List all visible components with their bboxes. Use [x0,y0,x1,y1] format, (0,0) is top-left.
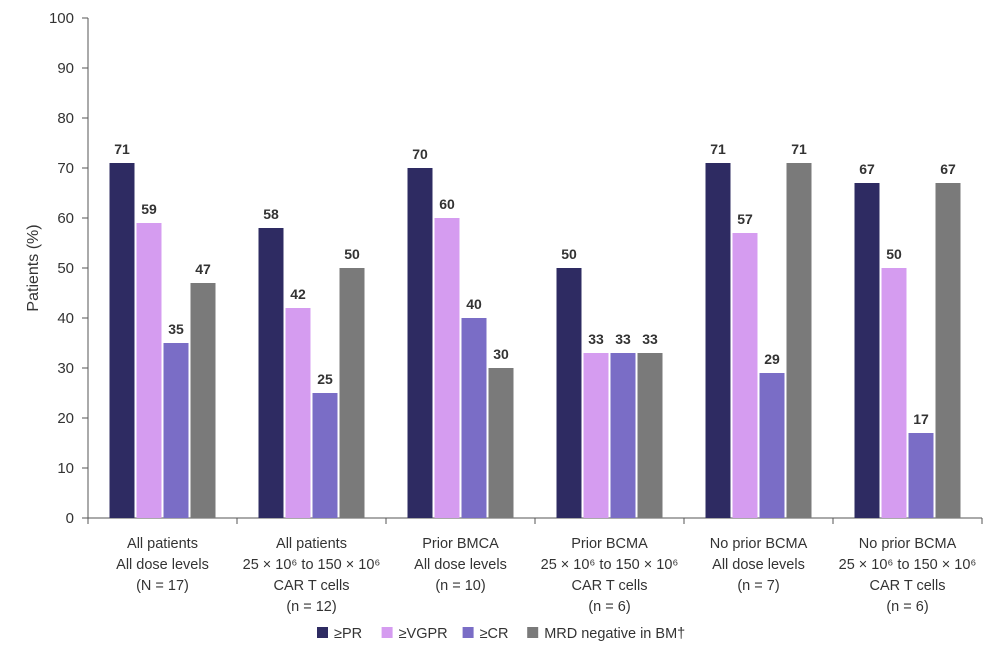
data-label: 33 [615,331,631,347]
x-category-label: All patients 25 × 10⁶ to 150 × 10⁶ CAR T c… [243,536,381,615]
data-label: 70 [412,146,428,162]
x-category-label: No prior BCMA 25 × 10⁶ to 150 × 10⁶ CAR T … [839,536,977,615]
y-tick-label: 100 [49,10,74,27]
y-axis-title: Patients (%) [25,224,42,311]
data-label: 57 [737,211,753,227]
y-tick-label: 20 [57,410,74,427]
data-label: 47 [195,261,211,277]
legend-label: MRD negative in BM† [544,626,685,642]
category-labels: All patients All dose levels (N = 17) All p… [116,536,976,615]
data-label: 67 [940,161,956,177]
bar [705,163,731,518]
legend: ≥PR ≥VGPR ≥CR MRD negative in BM† [317,626,685,642]
data-label: 35 [168,321,184,337]
data-label: 59 [141,201,157,217]
data-label: 58 [263,206,279,222]
data-label: 42 [290,286,306,302]
y-tick-label: 30 [57,360,74,377]
bars [109,163,961,518]
bar [285,308,311,518]
bar [136,223,162,518]
data-label: 30 [493,346,509,362]
y-tick-label: 60 [57,210,74,227]
bar [759,373,785,518]
data-label: 67 [859,161,875,177]
bar [461,318,487,518]
y-tick-label: 80 [57,110,74,127]
axes: 0 10 20 30 40 50 60 70 80 90 100 Patients (%) [25,10,983,527]
bar [488,368,514,518]
data-label: 50 [886,246,902,262]
data-label: 33 [588,331,604,347]
data-label: 50 [561,246,577,262]
bar [908,433,934,518]
bar [637,353,663,518]
y-tick-label: 70 [57,160,74,177]
y-tick-label: 40 [57,310,74,327]
bar [935,183,961,518]
data-labels: 71 59 35 47 58 42 25 50 70 60 40 30 50 33 33 33 71 57 29 71… [114,141,956,427]
bar [786,163,812,518]
data-label: 71 [710,141,726,157]
bar [881,268,907,518]
data-label: 40 [466,296,482,312]
bar [312,393,338,518]
bar [407,168,433,518]
bar [258,228,284,518]
legend-label: ≥VGPR [399,626,448,642]
data-label: 50 [344,246,360,262]
bar [434,218,460,518]
x-category-label: All patients All dose levels (N = 17) [116,536,209,594]
x-category-label: Prior BCMA 25 × 10⁶ to 150 × 10⁶ CAR T cel… [541,536,679,615]
legend-swatch [462,627,474,638]
bar [583,353,609,518]
x-category-label: No prior BCMA All dose levels (n = 7) [710,536,808,594]
y-tick-label: 10 [57,460,74,477]
data-label: 29 [764,351,780,367]
bar [610,353,636,518]
bar [556,268,582,518]
data-label: 71 [114,141,130,157]
data-label: 71 [791,141,807,157]
x-category-label: Prior BMCA All dose levels (n = 10) [414,536,507,594]
data-label: 33 [642,331,658,347]
legend-swatch [317,627,328,638]
legend-swatch [381,627,393,638]
bar [339,268,365,518]
legend-label: ≥PR [334,626,362,642]
data-label: 17 [913,411,929,427]
data-label: 60 [439,196,455,212]
y-tick-label: 90 [57,60,74,77]
bar [190,283,216,518]
legend-label: ≥CR [480,626,509,642]
bar [109,163,135,518]
bar [732,233,758,518]
data-label: 25 [317,371,333,387]
y-tick-label: 50 [57,260,74,277]
legend-swatch [527,627,539,638]
y-tick-label: 0 [66,510,74,527]
bar [854,183,880,518]
bar [163,343,189,518]
